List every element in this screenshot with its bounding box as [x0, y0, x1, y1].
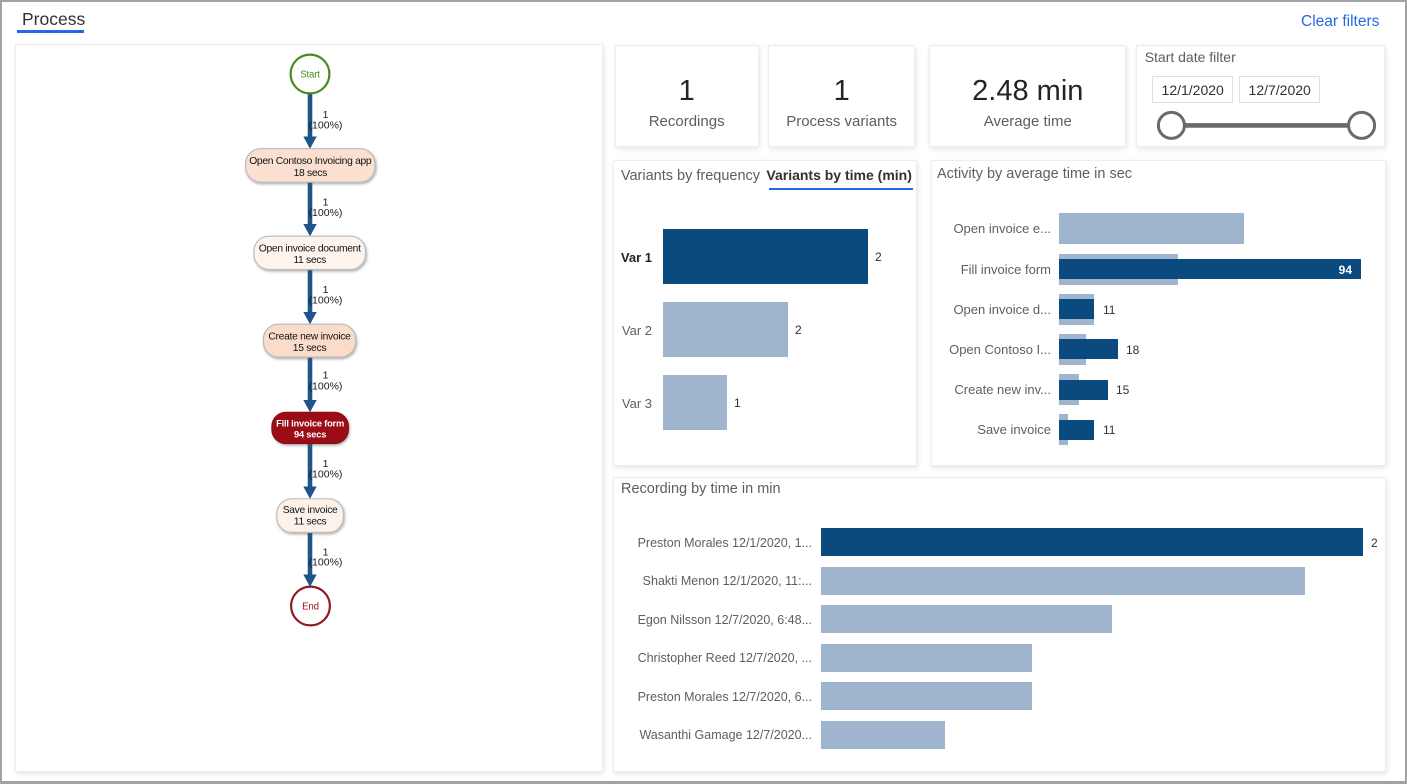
svg-text:Save invoice: Save invoice — [283, 505, 338, 516]
svg-text:(100%): (100%) — [309, 120, 343, 132]
svg-text:Open Contoso Invoicing app: Open Contoso Invoicing app — [249, 156, 372, 167]
svg-text:1: 1 — [323, 284, 329, 296]
svg-text:94 secs: 94 secs — [294, 429, 326, 439]
svg-text:(100%): (100%) — [309, 380, 343, 392]
svg-text:(100%): (100%) — [309, 207, 343, 219]
svg-text:1: 1 — [323, 458, 329, 470]
svg-text:15 secs: 15 secs — [293, 343, 327, 354]
svg-text:Start: Start — [300, 69, 320, 80]
svg-text:11 secs: 11 secs — [294, 516, 327, 527]
svg-text:(100%): (100%) — [309, 557, 343, 569]
svg-text:1: 1 — [323, 197, 329, 209]
svg-text:1: 1 — [323, 547, 329, 559]
svg-text:1: 1 — [323, 369, 329, 381]
svg-text:Open invoice document: Open invoice document — [259, 244, 361, 255]
svg-text:Create new invoice: Create new invoice — [268, 331, 351, 342]
svg-text:Fill invoice form: Fill invoice form — [276, 418, 344, 428]
svg-text:18 secs: 18 secs — [294, 168, 328, 179]
svg-text:(100%): (100%) — [309, 295, 343, 307]
svg-text:1: 1 — [323, 109, 329, 121]
svg-text:(100%): (100%) — [309, 469, 343, 481]
svg-text:End: End — [302, 601, 319, 612]
svg-text:11 secs: 11 secs — [293, 255, 326, 266]
